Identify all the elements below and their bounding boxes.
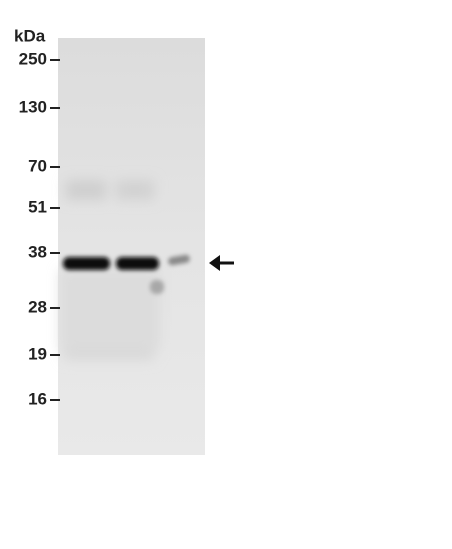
marker-label: 19: [28, 344, 47, 363]
band: [116, 257, 159, 270]
blot-membrane: [58, 38, 205, 455]
marker-label: 16: [28, 389, 47, 408]
band: [63, 257, 110, 270]
marker-label: 38: [28, 242, 47, 261]
band: [168, 254, 190, 266]
bands: [63, 254, 190, 294]
marker-label: 51: [28, 197, 47, 216]
marker-label: 28: [28, 297, 47, 316]
marker-label: 130: [19, 97, 47, 116]
band: [150, 280, 164, 294]
band-arrow: [209, 255, 234, 271]
background-smear: [60, 180, 160, 360]
marker-label: 70: [28, 156, 47, 175]
marker-ladder: 250 130 70 51 38 28 19 16: [19, 49, 60, 408]
marker-label: 250: [19, 49, 47, 68]
unit-label: kDa: [14, 26, 46, 45]
